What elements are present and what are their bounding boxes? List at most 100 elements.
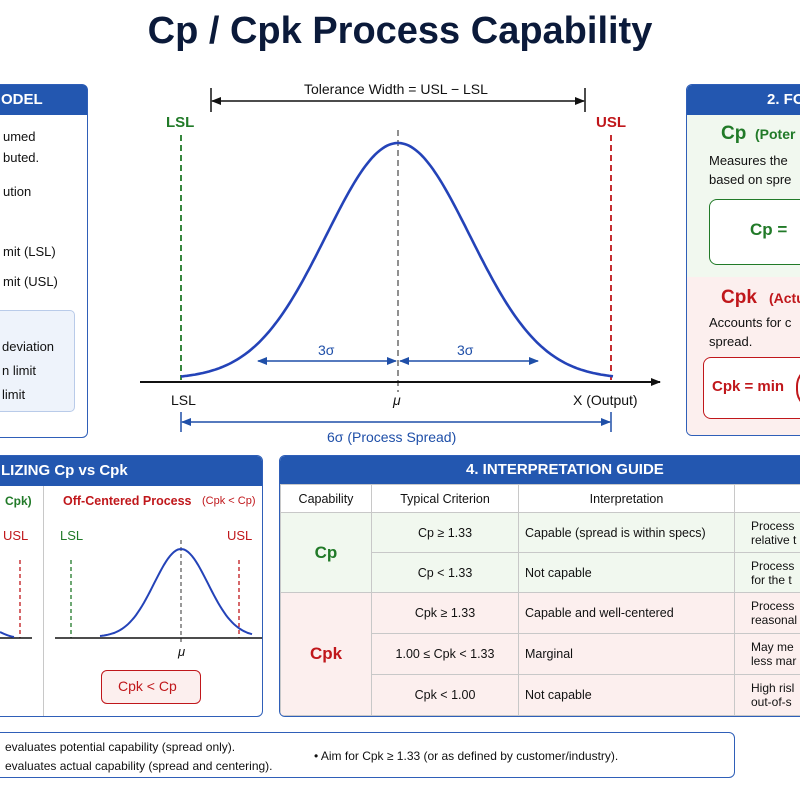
cp-subtitle: (Poter	[755, 126, 796, 142]
cell-extra-line: Process	[751, 558, 795, 573]
footer-line-2: evaluates actual capability (spread and …	[5, 759, 273, 773]
formula-panel-header-text: 2. FO	[767, 91, 800, 108]
cell-extra-line: out-of-s	[751, 695, 792, 709]
cp-section: Cp (Poter Measures the based on spre Cp …	[687, 115, 800, 277]
model-line-4: mit (LSL)	[3, 244, 56, 259]
cell-interpretation: Capable and well-centered	[518, 592, 735, 634]
col-extra	[734, 484, 800, 513]
x-axis-label: X (Output)	[573, 392, 638, 408]
mini-diagrams	[0, 540, 262, 644]
cell-interpretation: Marginal	[518, 633, 735, 675]
cell-extra-line: less mar	[751, 654, 797, 668]
formula-panel-header: 2. FO	[687, 85, 800, 115]
footer-line-1: evaluates potential capability (spread o…	[5, 740, 236, 754]
page-title: Cp / Cpk Process Capability	[147, 10, 653, 52]
cell-criterion: Cpk ≥ 1.33	[371, 592, 519, 634]
footer-notes: evaluates potential capability (spread o…	[0, 732, 735, 778]
cpk-title: Cpk	[721, 287, 757, 308]
centered-curve-tail	[0, 631, 15, 638]
cell-criterion: 1.00 ≤ Cpk < 1.33	[371, 633, 519, 675]
cell-extra: High risl out-of-s	[734, 674, 800, 716]
usl-top-label: USL	[596, 114, 626, 131]
cell-extra: Process for the t	[734, 552, 800, 593]
sigma-left-label: 3σ	[318, 342, 335, 358]
cell-extra-line: reasonal	[751, 613, 798, 627]
cp-desc-2: based on spre	[709, 172, 792, 187]
interpretation-table: Capability Typical Criterion Interpretat…	[280, 484, 800, 716]
cell-criterion: Cp < 1.33	[371, 552, 519, 593]
cpk-desc-1: Accounts for c	[709, 315, 792, 330]
cell-criterion: Cp ≥ 1.33	[371, 512, 519, 553]
visual-panel-header-text: LIZING Cp vs Cpk	[1, 462, 128, 479]
centered-process-label: Cpk)	[5, 494, 32, 508]
sigma-right-label: 3σ	[457, 342, 474, 358]
spread-label: 6σ (Process Spread)	[327, 429, 457, 445]
cell-extra-line: May me	[751, 640, 794, 654]
cell-interpretation: Capable (spread is within specs)	[518, 512, 735, 553]
off-centered-usl-label: USL	[227, 528, 253, 543]
cell-extra-line: relative t	[751, 532, 797, 547]
lsl-axis-label: LSL	[171, 392, 196, 408]
cp-row-label: Cp	[280, 512, 372, 593]
cell-criterion: Cpk < 1.00	[371, 674, 519, 716]
model-line-2: buted.	[3, 150, 40, 165]
table-row: Cpk Cpk ≥ 1.33 Capable and well-centered…	[280, 592, 800, 716]
model-panel: ODEL umed buted. ution mit (LSL) mit (US…	[0, 84, 88, 438]
cell-extra: Process relative t	[734, 512, 800, 553]
model-line-5: mit (USL)	[3, 274, 58, 289]
col-capability: Capability	[280, 484, 372, 513]
cp-desc-1: Measures the	[709, 153, 788, 168]
main-diagram	[140, 88, 661, 432]
tolerance-label: Tolerance Width = USL − LSL	[302, 81, 490, 97]
cpk-desc-2: spread.	[709, 334, 753, 349]
lsl-top-label: LSL	[166, 114, 195, 131]
cpk-less-than-cp-badge: Cpk < Cp	[101, 670, 201, 704]
cell-extra: May me less mar	[734, 633, 800, 675]
model-line-1: umed	[3, 129, 36, 144]
off-centered-curve	[99, 548, 253, 637]
bell-curve	[180, 141, 614, 378]
off-centered-mu-label: μ	[178, 644, 186, 659]
guide-panel-header: 4. INTERPRETATION GUIDE	[280, 456, 800, 484]
cpk-subtitle: (Actu	[769, 290, 800, 306]
cpk-formula: Cpk = min	[712, 378, 785, 395]
centered-usl-label: USL	[3, 528, 29, 543]
cpk-formula-paren	[796, 366, 800, 410]
model-definitions-box: deviation n limit limit	[0, 310, 75, 412]
col-criterion: Typical Criterion	[371, 484, 519, 513]
cpk-row-label: Cpk	[280, 592, 372, 716]
visual-panel-header: LIZING Cp vs Cpk	[0, 456, 262, 486]
off-centered-lsl-label: LSL	[60, 528, 84, 543]
guide-panel: 4. INTERPRETATION GUIDE Capability Typic…	[279, 455, 800, 717]
off-centered-title: Off-Centered Process	[63, 494, 192, 508]
cpk-section: Cpk (Actu Accounts for c spread. Cpk = m…	[687, 277, 800, 435]
cell-interpretation: Not capable	[518, 674, 735, 716]
col-interpretation: Interpretation	[518, 484, 735, 513]
formula-panel: 2. FO Cp (Poter Measures the based on sp…	[686, 84, 800, 436]
off-centered-subtitle: (Cpk < Cp)	[202, 495, 256, 507]
model-line-3: ution	[3, 184, 32, 199]
mu-label: μ	[393, 392, 401, 408]
footer-right-note: • Aim for Cpk ≥ 1.33 (or as defined by c…	[314, 749, 619, 763]
model-box-line-2: n limit	[2, 363, 36, 378]
table-header-row: Capability Typical Criterion Interpretat…	[280, 484, 800, 513]
cpk-less-than-cp-text: Cpk < Cp	[118, 678, 177, 694]
model-box-line-1: deviation	[2, 339, 55, 354]
guide-panel-header-text: 4. INTERPRETATION GUIDE	[466, 461, 664, 478]
model-box-line-3: limit	[2, 387, 26, 402]
table-row: Cp Cp ≥ 1.33 Capable (spread is within s…	[280, 512, 800, 593]
cell-extra: Process reasonal	[734, 592, 800, 634]
visual-divider	[43, 486, 44, 716]
cpk-formula-box: Cpk = min	[703, 357, 800, 419]
model-panel-header-text: ODEL	[1, 91, 43, 108]
cell-extra-line: Process	[751, 518, 795, 533]
cp-formula: Cp =	[750, 220, 788, 239]
cp-title: Cp	[721, 123, 747, 144]
cell-extra-line: High risl	[751, 681, 795, 695]
visual-panel: LIZING Cp vs Cpk Cpk) USL Off-Centered P…	[0, 455, 263, 717]
cp-formula-box: Cp =	[709, 199, 800, 265]
cell-interpretation: Not capable	[518, 552, 735, 593]
cell-extra-line: Process	[751, 599, 795, 613]
cell-extra-line: for the t	[751, 572, 792, 587]
model-panel-header: ODEL	[0, 85, 87, 115]
